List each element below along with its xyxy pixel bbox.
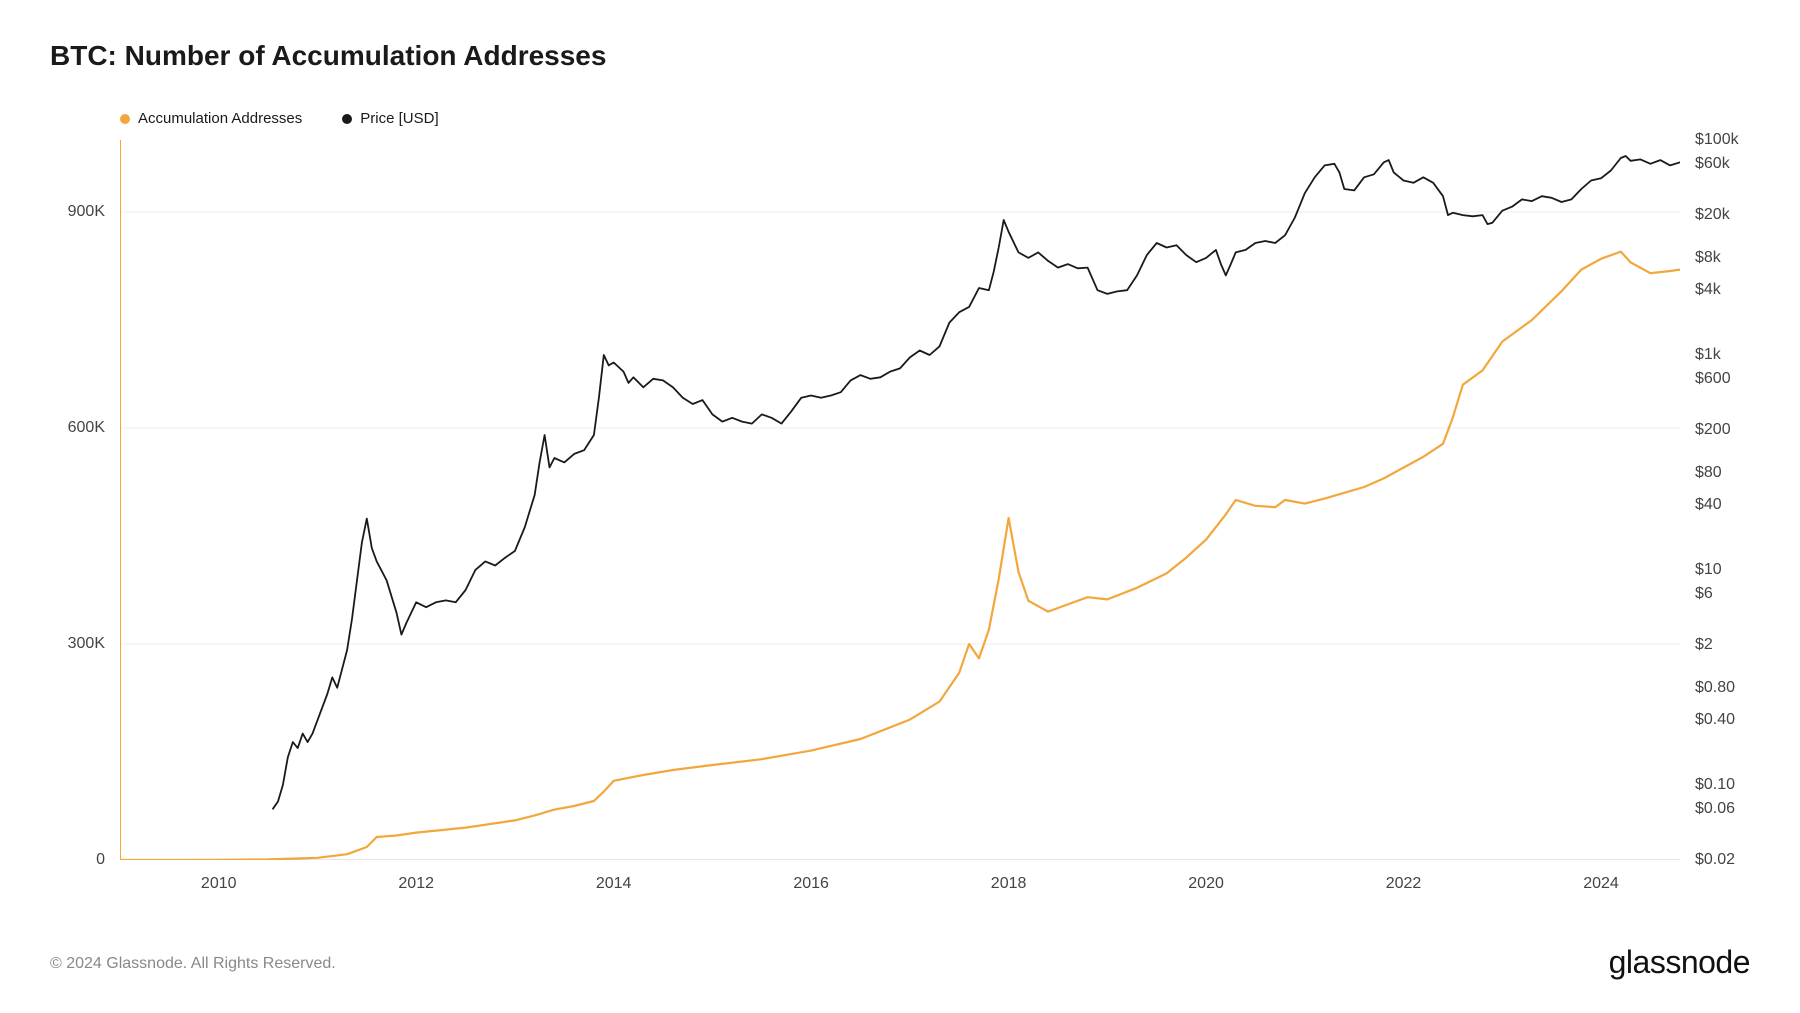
y-right-tick-label: $40 [1695,496,1722,514]
x-tick-label: 2018 [991,875,1027,893]
y-right-tick-label: $4k [1695,281,1721,299]
y-right-tick-label: $1k [1695,346,1721,364]
x-tick-label: 2024 [1583,875,1619,893]
y-right-tick-label: $100k [1695,131,1739,149]
x-tick-label: 2020 [1188,875,1224,893]
x-tick-label: 2012 [398,875,434,893]
x-tick-label: 2010 [201,875,237,893]
chart-svg [120,140,1680,860]
y-right-tick-label: $2 [1695,636,1713,654]
y-right-tick-label: $0.10 [1695,776,1735,794]
copyright: © 2024 Glassnode. All Rights Reserved. [50,955,336,973]
y-right-tick-label: $60k [1695,155,1730,173]
x-tick-label: 2016 [793,875,829,893]
y-right-tick-label: $6 [1695,585,1713,603]
legend-item-addresses: Accumulation Addresses [120,110,302,127]
y-right-tick-label: $0.06 [1695,800,1735,818]
y-right-tick-label: $10 [1695,561,1722,579]
legend-item-price: Price [USD] [342,110,438,127]
y-left-tick-label: 0 [96,851,105,869]
brand-logo: glassnode [1609,944,1750,981]
x-tick-label: 2022 [1386,875,1422,893]
y-left-tick-label: 900K [68,203,105,221]
chart-area [120,140,1680,860]
y-right-tick-label: $600 [1695,370,1731,388]
y-left-tick-label: 300K [68,635,105,653]
y-right-tick-label: $20k [1695,206,1730,224]
chart-title: BTC: Number of Accumulation Addresses [50,40,606,72]
legend-label-addresses: Accumulation Addresses [138,110,302,127]
y-right-tick-label: $0.80 [1695,679,1735,697]
legend: Accumulation Addresses Price [USD] [120,110,439,127]
y-right-tick-label: $200 [1695,421,1731,439]
y-right-tick-label: $80 [1695,464,1722,482]
y-right-tick-label: $8k [1695,249,1721,267]
x-tick-label: 2014 [596,875,632,893]
legend-dot-price [342,114,352,124]
legend-dot-addresses [120,114,130,124]
y-left-tick-label: 600K [68,419,105,437]
y-right-tick-label: $0.40 [1695,711,1735,729]
y-right-tick-label: $0.02 [1695,851,1735,869]
legend-label-price: Price [USD] [360,110,438,127]
